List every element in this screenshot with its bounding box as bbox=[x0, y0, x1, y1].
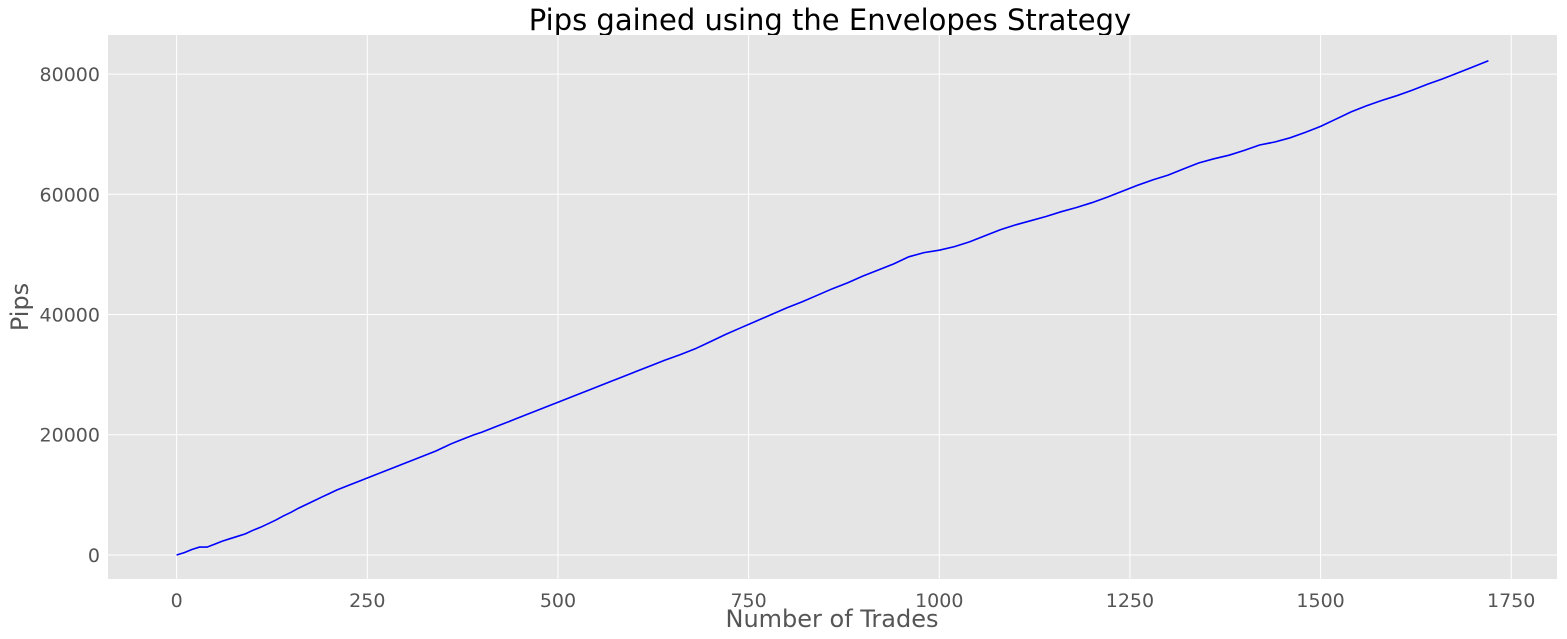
x-tick-label: 750 bbox=[730, 590, 766, 612]
gridlines bbox=[108, 35, 1557, 579]
x-tick-label: 250 bbox=[349, 590, 385, 612]
tick-labels: 0 250 500 750 1000 1250 1500 1750 0 20000 40000 600… bbox=[40, 64, 1536, 612]
x-tick-label: 1250 bbox=[1106, 590, 1154, 612]
x-tick-label: 1000 bbox=[915, 590, 963, 612]
y-tick-label: 20000 bbox=[40, 425, 100, 447]
chart-title: Pips gained using the Envelopes Strategy bbox=[529, 3, 1131, 37]
x-tick-label: 0 bbox=[171, 590, 183, 612]
series-line bbox=[176, 60, 1489, 556]
y-tick-label: 60000 bbox=[40, 184, 100, 206]
x-tick-label: 1500 bbox=[1296, 590, 1344, 612]
x-tick-label: 1750 bbox=[1487, 590, 1535, 612]
y-tick-label: 80000 bbox=[40, 64, 100, 86]
y-tick-label: 0 bbox=[88, 545, 100, 567]
x-tick-label: 500 bbox=[540, 590, 576, 612]
plot-area bbox=[108, 35, 1557, 579]
y-axis-label: Pips bbox=[6, 283, 34, 331]
x-axis-label: Number of Trades bbox=[725, 605, 938, 633]
y-tick-label: 40000 bbox=[40, 305, 100, 327]
